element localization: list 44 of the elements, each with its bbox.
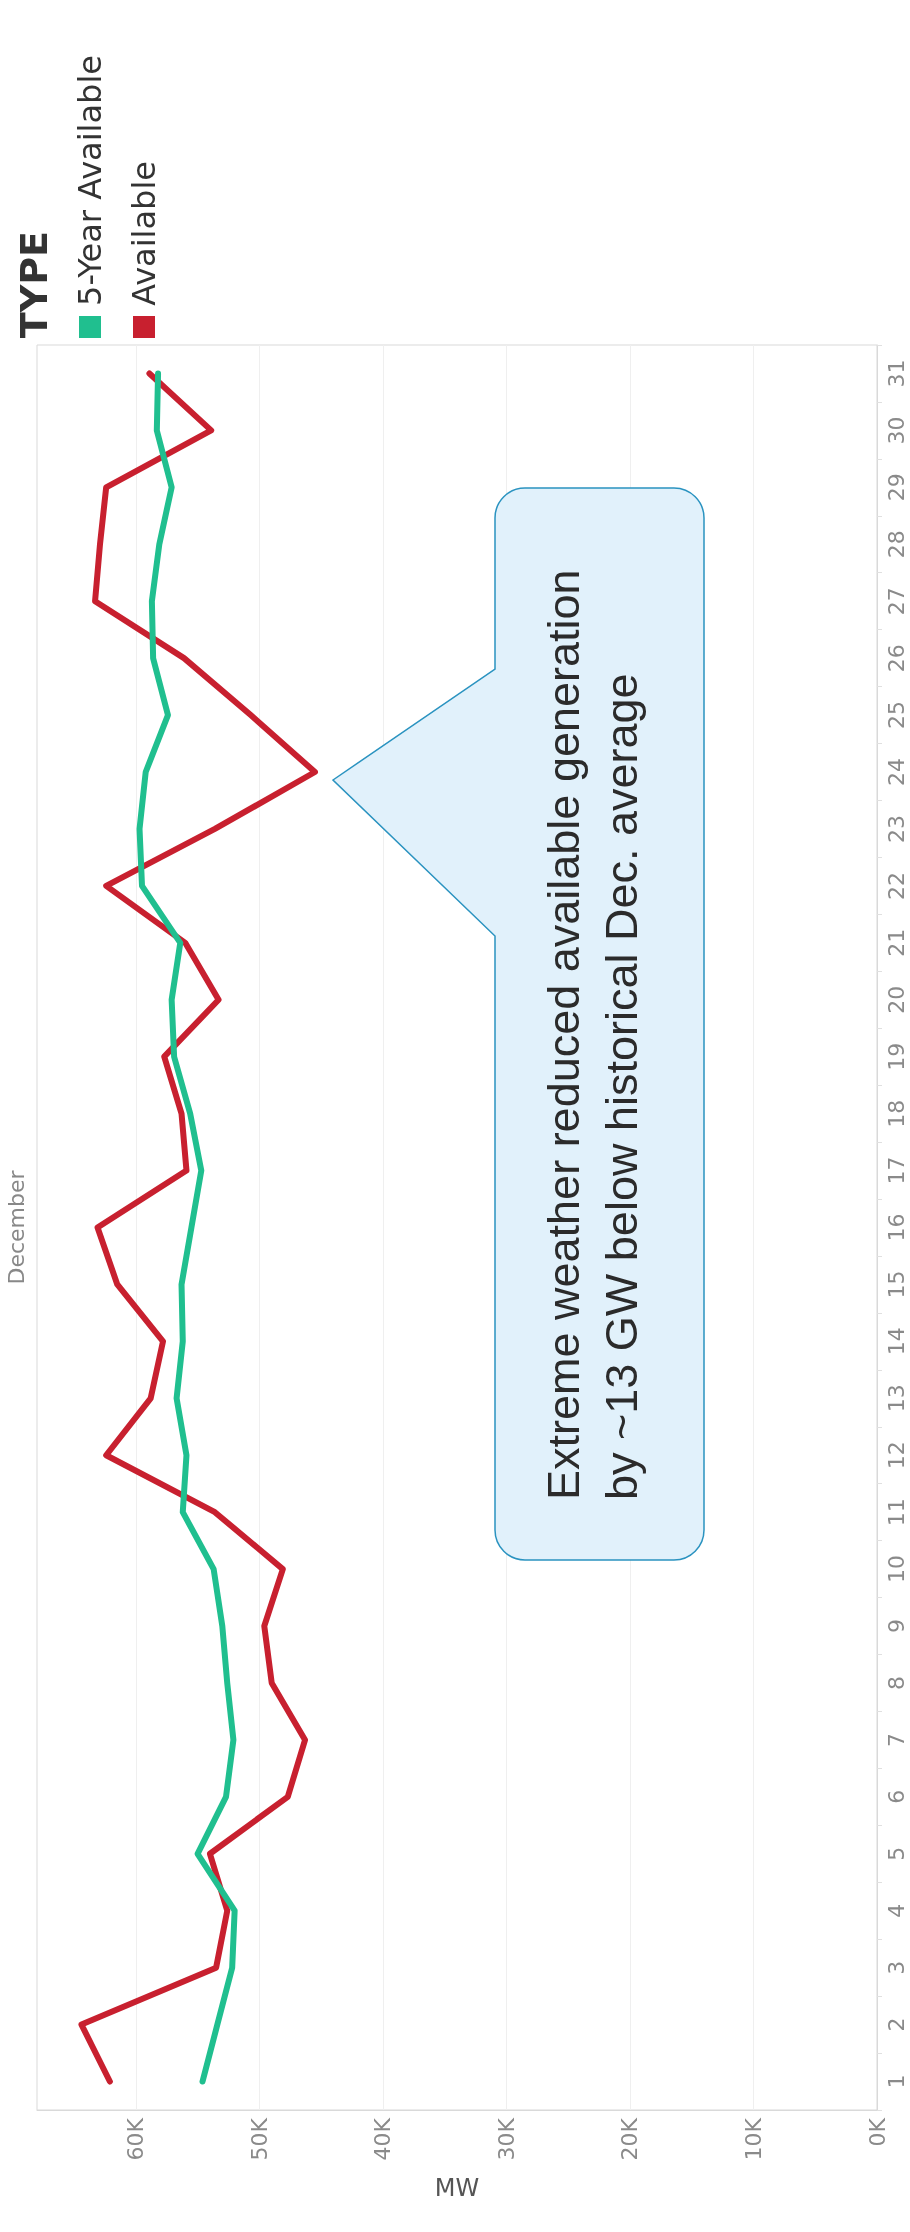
text: Available [124,161,164,306]
text: 5-Year Available [70,55,110,306]
y-tick-label: 11 [883,1498,909,1527]
y-tick-label: 21 [883,928,909,957]
y-tick-label: 14 [883,1327,909,1356]
y-tick-label: 9 [883,1619,909,1634]
y-tick-label: 6 [883,1789,909,1804]
y-tick-label: 1 [883,2074,909,2089]
y-tick-label: 8 [883,1675,909,1690]
annotation: Extreme weather reduced available generation by ~13 GW below historical Dec. average [537,568,648,1502]
y-tick-label: 17 [883,1156,909,1185]
y-tick-label: 16 [883,1213,909,1242]
y-tick-label: 2 [883,2017,909,2032]
y-tick-label: 31 [883,359,909,388]
y-tick-label: 13 [883,1384,909,1413]
y-tick-label: 30 [883,416,909,445]
legend-title: TYPE [12,230,56,338]
y-tick-label: 15 [883,1270,909,1299]
y-tick-label: 29 [883,473,909,502]
y-tick-label: 5 [883,1846,909,1861]
y-tick-label: 20 [883,985,909,1014]
y-tick-label: 28 [883,530,909,559]
x-tick-label: 20K [617,2117,643,2161]
x-axis-title: MW [434,2174,480,2202]
y-tick-label: 27 [883,587,909,616]
y-tick-label: 4 [883,1903,909,1918]
x-tick-label: 50K [246,2117,272,2161]
y-tick-label: 26 [883,644,909,673]
x-tick-label: 0K [864,2117,890,2147]
y-tick-label: 23 [883,814,909,843]
y-tick-label: 3 [883,1960,909,1975]
x-tick-label: 10K [740,2117,766,2161]
y-axis-title: December [3,1169,29,1285]
x-tick-label: 40K [370,2117,396,2161]
y-tick-label: 19 [883,1042,909,1071]
y-tick-label: 7 [883,1732,909,1747]
y-tick-label: 25 [883,701,909,730]
x-tick-label: 60K [123,2117,149,2161]
y-tick-label: 10 [883,1555,909,1584]
x-tick-label: 30K [493,2117,519,2161]
y-tick-label: 12 [883,1441,909,1470]
y-tick-label: 22 [883,871,909,900]
y-tick-label: 18 [883,1099,909,1128]
y-tick-label: 24 [883,758,909,787]
